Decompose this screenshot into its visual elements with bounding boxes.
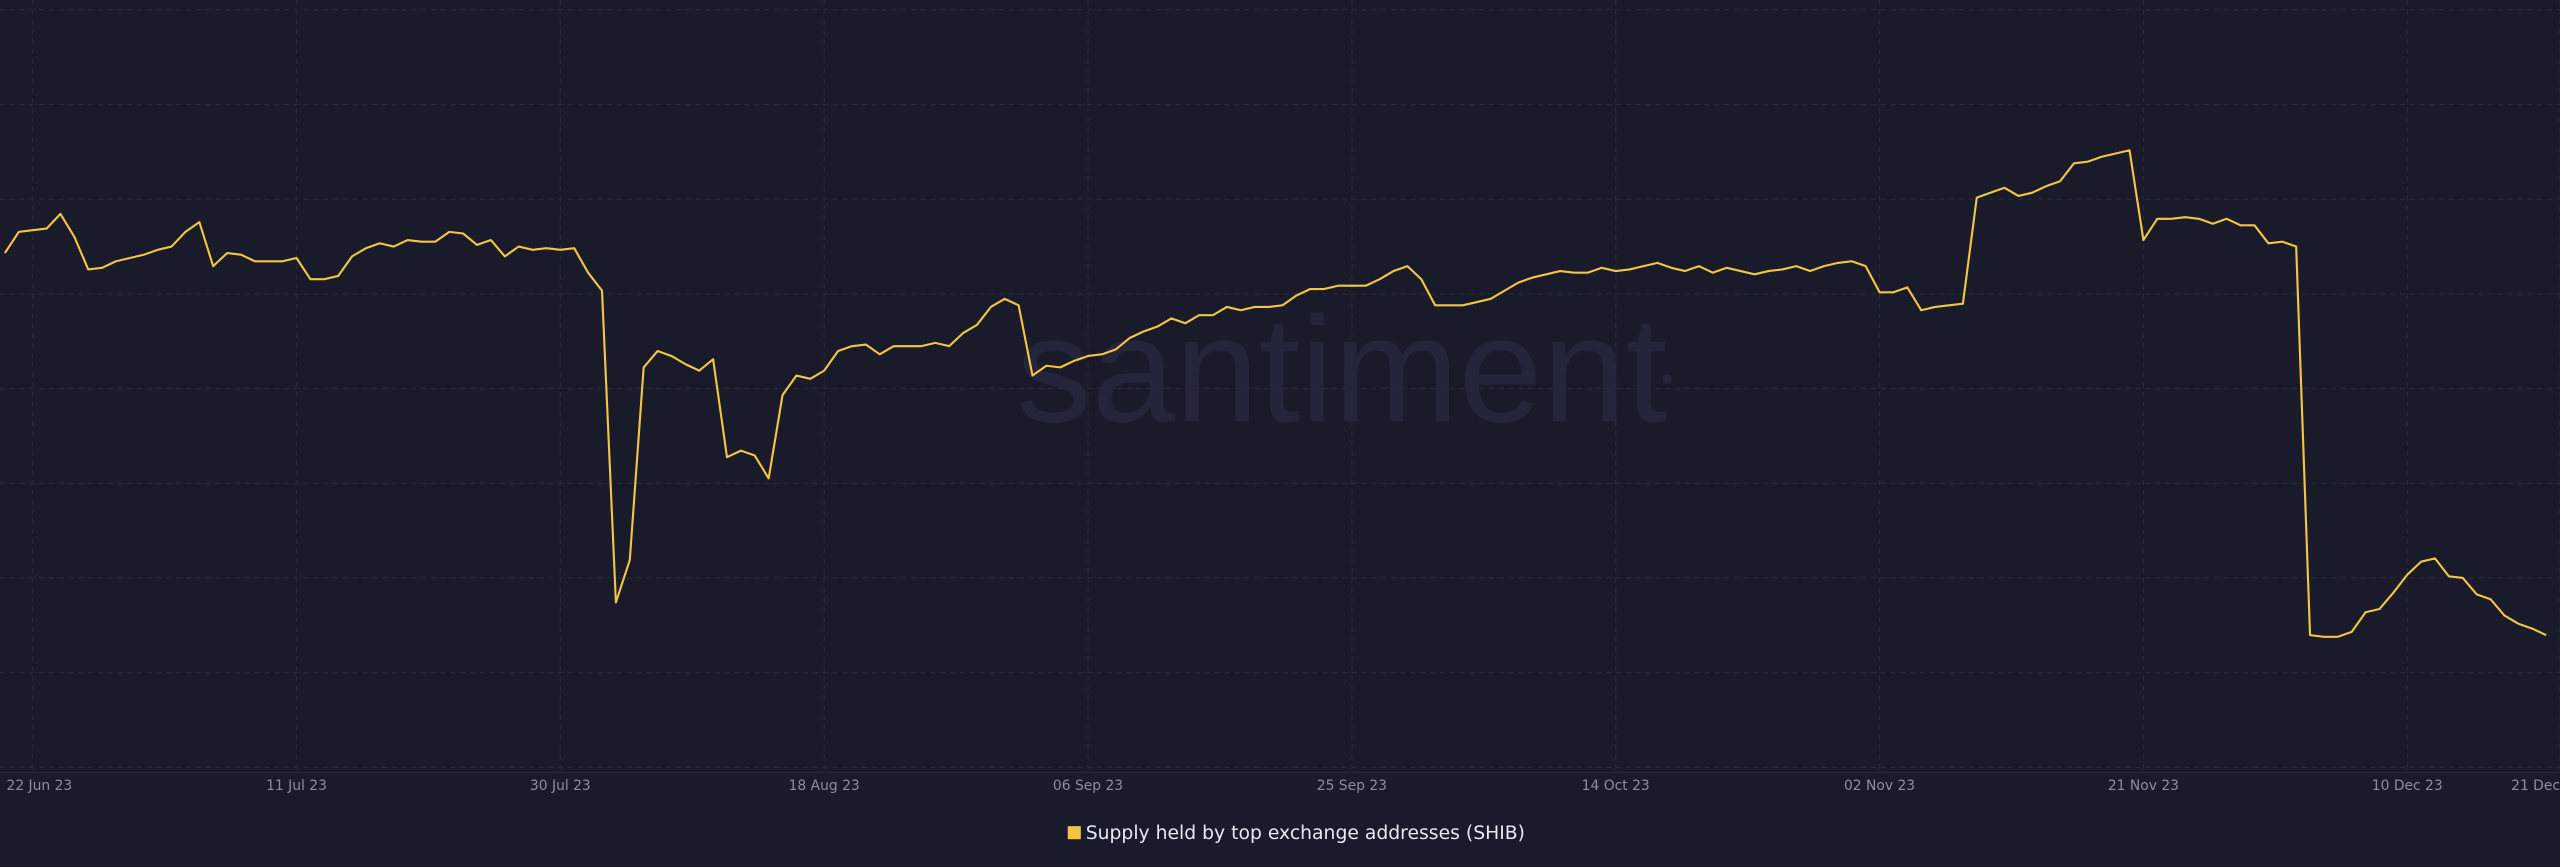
x-tick-label: 21 Nov 23 — [2108, 778, 2179, 794]
data-line — [4, 149, 2547, 638]
legend: Supply held by top exchange addresses (S… — [1067, 823, 1525, 844]
watermark-group: santiment — [1016, 285, 1672, 453]
x-tick-label: 18 Aug 23 — [789, 778, 860, 794]
watermark-dot — [1662, 373, 1672, 384]
x-tick-label: 14 Oct 23 — [1582, 778, 1650, 794]
grid: 22 Jun 23 11 Jul 23 30 Jul 23 18 Aug 23 06 S… — [0, 0, 2560, 794]
watermark: santiment — [1016, 285, 1667, 453]
x-tick-label: 22 Jun 23 — [7, 778, 73, 794]
x-tick-label: 02 Nov 23 — [1844, 778, 1915, 794]
legend-label: Supply held by top exchange addresses (S… — [1086, 823, 1525, 844]
x-tick-label: 06 Sep 23 — [1053, 778, 1123, 794]
x-tick-label: 10 Dec 23 — [2372, 778, 2443, 794]
watermark-dot — [1040, 373, 1050, 384]
plot — [4, 149, 2547, 638]
x-tick-label: 25 Sep 23 — [1317, 778, 1387, 794]
x-tick-label: 11 Jul 23 — [266, 778, 327, 794]
x-tick-label: 21 Dec — [2511, 778, 2560, 794]
x-tick-label: 30 Jul 23 — [530, 778, 591, 794]
legend-swatch — [1067, 826, 1081, 840]
